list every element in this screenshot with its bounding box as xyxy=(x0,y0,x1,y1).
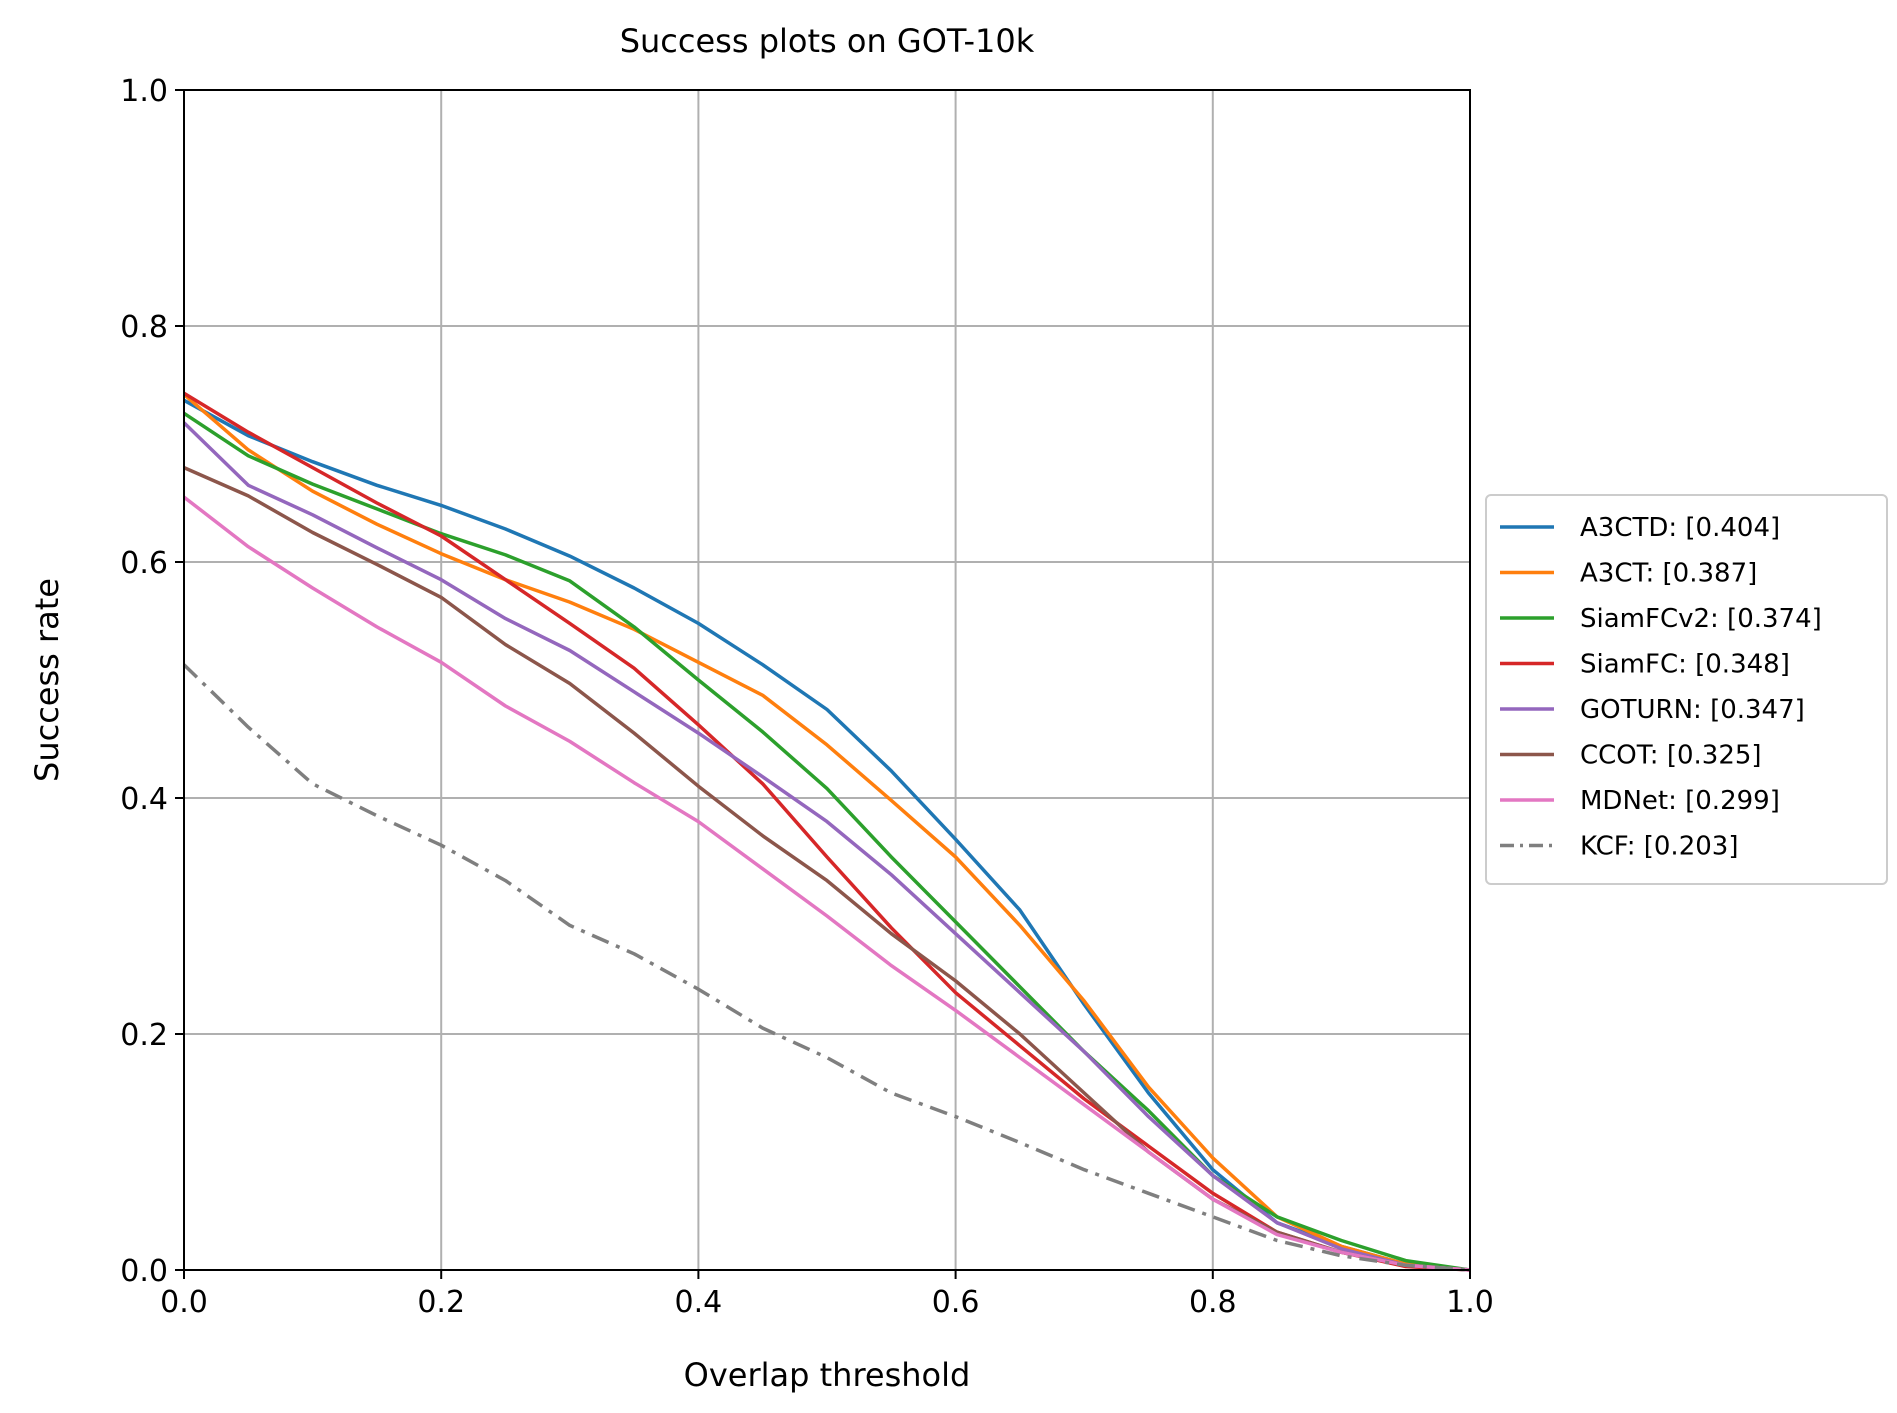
y-tick-label: 0.2 xyxy=(120,1018,168,1053)
legend-entry-label: KCF: [0.203] xyxy=(1580,832,1738,862)
legend-entry-label: A3CT: [0.387] xyxy=(1580,559,1757,589)
axis-ticks: 0.0 0.2 0.4 0.6 0.8 1.0 0.0 0.2 0.4 0.6 0.8 1.0 xyxy=(120,74,1494,1320)
legend-entry-label: MDNet: [0.299] xyxy=(1580,786,1780,816)
series-lines xyxy=(182,391,1471,1272)
y-tick-label: 0.0 xyxy=(120,1254,168,1289)
legend: A3CTD: [0.404] A3CT: [0.387] SiamFCv2: [0.… xyxy=(1485,494,1888,885)
legend-entry-label: A3CTD: [0.404] xyxy=(1580,513,1780,543)
legend-entry-label: SiamFCv2: [0.374] xyxy=(1580,604,1822,634)
chart-title: Success plots on GOT-10k xyxy=(620,22,1035,60)
legend-box xyxy=(1485,494,1888,885)
series-line-1 xyxy=(182,393,1471,1272)
x-axis-label: Overlap threshold xyxy=(684,1356,971,1394)
series-line-2 xyxy=(183,411,1471,1272)
y-axis-label: Success rate xyxy=(28,578,66,782)
series-line-4 xyxy=(182,421,1471,1272)
x-tick-label: 1.0 xyxy=(1446,1285,1494,1320)
legend-entry-label: GOTURN: [0.347] xyxy=(1580,695,1805,725)
y-tick-label: 0.8 xyxy=(120,310,168,345)
x-tick-label: 0.0 xyxy=(160,1285,208,1320)
legend-entry-label: SiamFC: [0.348] xyxy=(1580,650,1790,680)
plot-frame xyxy=(183,89,1471,1271)
y-tick-label: 0.4 xyxy=(120,782,168,817)
x-tick-label: 0.4 xyxy=(675,1285,723,1320)
series-line-6 xyxy=(182,495,1471,1272)
x-tick-label: 0.6 xyxy=(932,1285,980,1320)
x-tick-label: 0.8 xyxy=(1189,1285,1237,1320)
y-tick-label: 0.6 xyxy=(120,546,168,581)
series-line-7 xyxy=(182,663,1471,1272)
legend-entry-label: CCOT: [0.325] xyxy=(1580,741,1762,771)
x-tick-label: 0.2 xyxy=(417,1285,465,1320)
y-tick-label: 1.0 xyxy=(120,74,168,109)
